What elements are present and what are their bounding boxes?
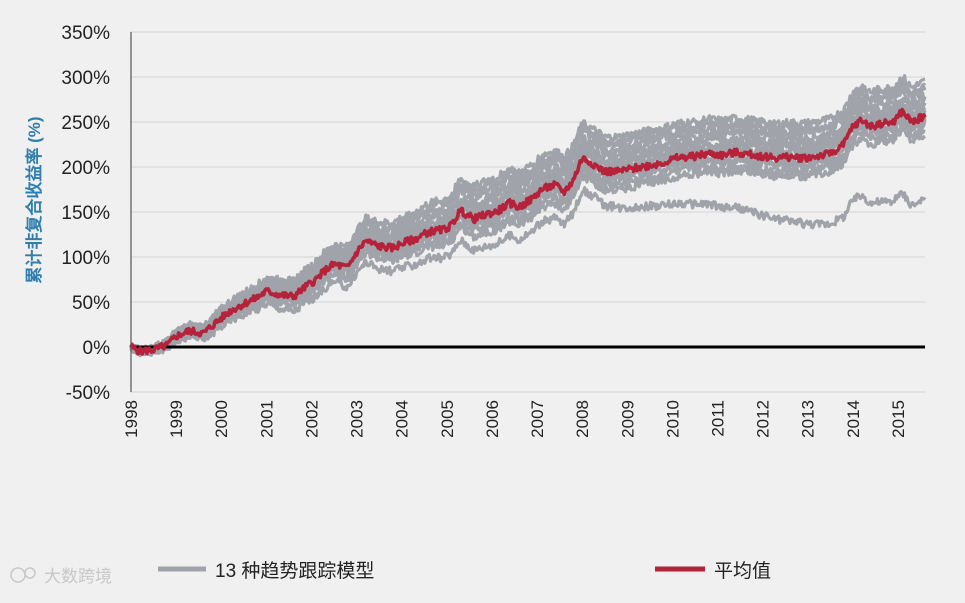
x-tick-label: 2015	[889, 400, 908, 438]
y-tick-label: 200%	[61, 158, 110, 179]
y-ticks: -50% 0% 50% 100% 150% 200% 250% 300% 350%	[61, 23, 110, 404]
legend: 13 种趋势跟踪模型 平均值	[158, 560, 771, 582]
x-tick-label: 2006	[483, 400, 502, 438]
x-tick-label: 2011	[708, 400, 727, 437]
x-tick-label: 1999	[167, 400, 186, 438]
series-line-model	[129, 74, 926, 356]
x-tick-label: 2002	[302, 400, 321, 438]
x-tick-label: 2004	[393, 400, 412, 438]
legend-label-models: 13 种趋势跟踪模型	[215, 560, 374, 582]
y-tick-label: 250%	[61, 113, 110, 134]
x-tick-label: 2009	[618, 400, 637, 438]
x-tick-label: 2001	[257, 400, 276, 438]
y-tick-label: 150%	[61, 203, 110, 224]
y-tick-label: 0%	[83, 338, 111, 359]
y-tick-label: 100%	[61, 248, 110, 269]
watermark: 大数跨境	[10, 567, 112, 586]
y-tick-label: -50%	[66, 383, 110, 404]
legend-label-average: 平均值	[714, 560, 771, 582]
y-tick-label: 350%	[61, 23, 110, 44]
y-axis-label: 累计非复合收益率 (%)	[24, 116, 44, 283]
series-line-average	[129, 107, 927, 356]
x-tick-label: 2003	[348, 400, 367, 438]
x-tick-label: 2012	[754, 400, 773, 438]
x-tick-label: 2013	[799, 400, 818, 438]
x-tick-label: 2007	[528, 400, 547, 438]
x-tick-label: 1998	[122, 400, 141, 438]
x-tick-label: 2000	[212, 400, 231, 438]
x-tick-label: 2005	[438, 400, 457, 438]
x-tick-label: 2008	[573, 400, 592, 438]
average-series-layer	[129, 107, 927, 356]
x-tick-label: 2010	[663, 400, 682, 438]
watermark-logo-icon-2	[24, 567, 36, 579]
x-tick-label: 2014	[844, 400, 863, 438]
y-tick-label: 50%	[72, 293, 110, 314]
watermark-text: 大数跨境	[44, 567, 112, 586]
series-line-model	[130, 186, 927, 357]
x-ticks: 1998 1999 2000 2001 2002 2003 2004 2005 2006 2007…	[122, 400, 908, 438]
y-tick-label: 300%	[61, 68, 110, 89]
